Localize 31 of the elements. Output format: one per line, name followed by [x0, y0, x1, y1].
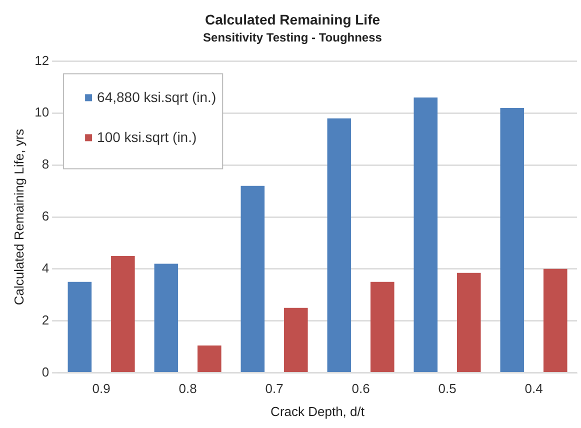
x-axis-title: Crack Depth, d/t — [270, 404, 365, 419]
bar — [370, 282, 394, 372]
bar — [111, 256, 135, 372]
y-tick-label: 2 — [42, 312, 50, 328]
x-tick-label: 0.4 — [524, 381, 543, 396]
x-tick-label: 0.9 — [92, 381, 110, 396]
bar — [543, 268, 568, 372]
legend-label: 100 ksi.sqrt (in.) — [97, 129, 197, 146]
bar — [414, 98, 438, 372]
legend-label: 64,880 ksi.sqrt (in.) — [97, 89, 216, 106]
x-tick-label: 0.8 — [178, 381, 197, 396]
chart-subtitle: Sensitivity Testing - Toughness — [203, 30, 382, 44]
bar — [240, 186, 265, 372]
x-tick-label: 0.5 — [438, 381, 456, 396]
y-tick-label: 12 — [34, 52, 50, 68]
y-tick-label: 8 — [42, 156, 50, 172]
bar — [198, 346, 222, 372]
bar — [456, 272, 481, 372]
x-tick-label: 0.7 — [265, 381, 284, 396]
x-tick-label: 0.6 — [352, 381, 370, 396]
y-tick-label: 6 — [42, 208, 50, 224]
y-axis-title: Calculated Remaining Life, yrs — [11, 128, 26, 306]
bar — [154, 264, 178, 372]
y-tick-label: 4 — [42, 260, 50, 276]
bar — [327, 118, 352, 372]
y-tick-label: 0 — [42, 364, 50, 380]
bar — [500, 108, 524, 372]
y-tick-label: 10 — [34, 104, 50, 120]
chart-title: Calculated Remaining Life — [204, 11, 380, 28]
bar — [284, 308, 308, 372]
bar — [68, 282, 92, 372]
